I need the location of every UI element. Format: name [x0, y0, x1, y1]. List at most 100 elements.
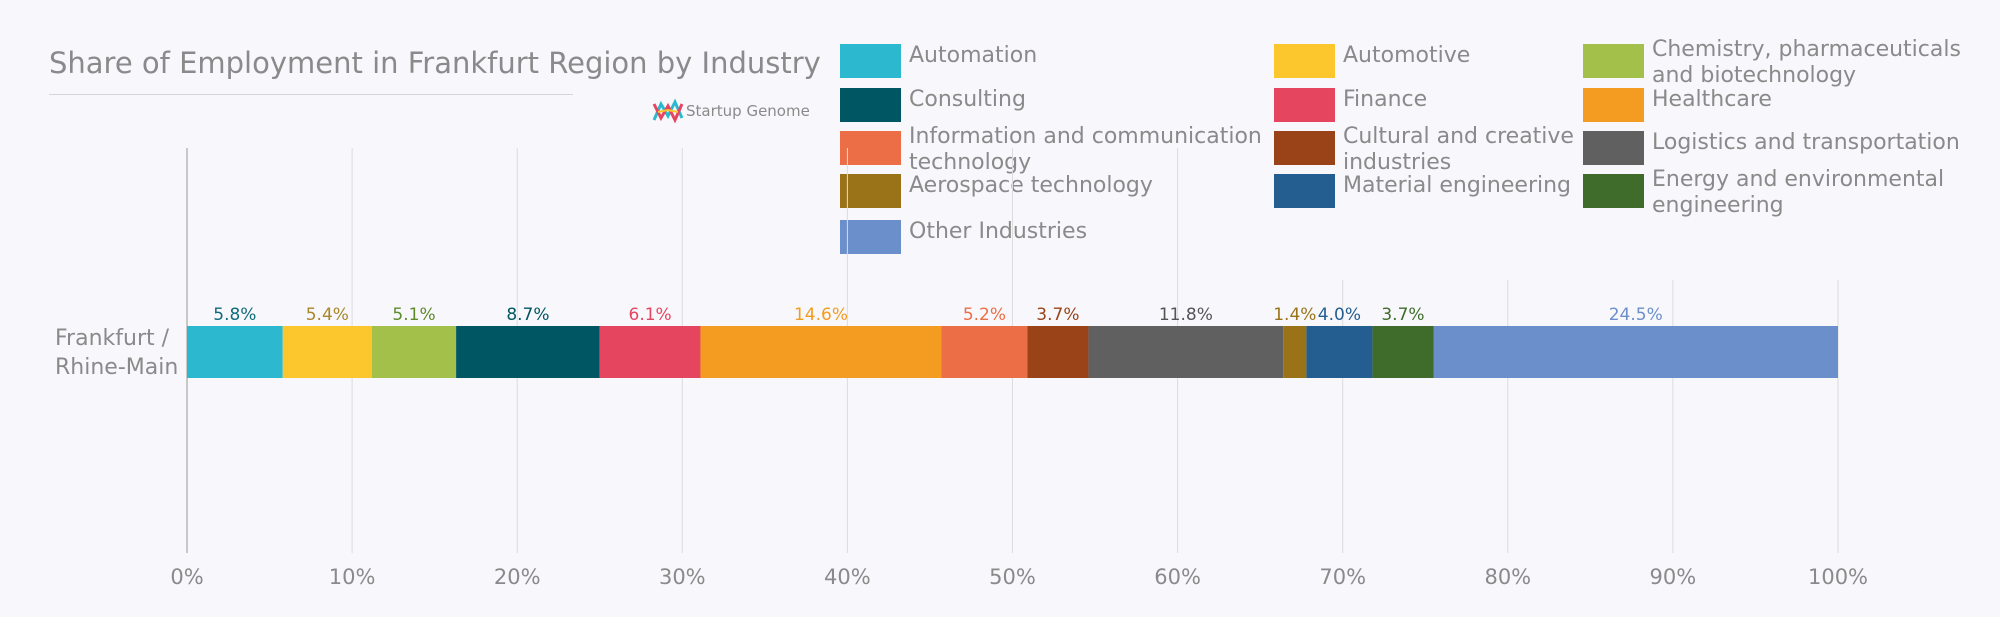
legend-item: Finance — [1274, 87, 1427, 122]
data-label: 5.8% — [213, 305, 256, 325]
bar-segment — [599, 326, 701, 378]
title-divider — [49, 94, 573, 95]
legend-label-line: Finance — [1343, 87, 1428, 112]
startup-genome-logo-icon — [652, 98, 684, 124]
legend-label-line: Healthcare — [1652, 87, 1772, 112]
legend-swatch — [840, 88, 901, 122]
legend-label: Consulting — [909, 87, 1026, 113]
legend-label-line: Other Industries — [909, 219, 1088, 244]
x-tick-label: 100% — [1808, 565, 1868, 589]
legend-label-line: Aerospace technology — [909, 173, 1153, 198]
legend-swatch — [1274, 131, 1335, 165]
legend-item: Logistics and transportation — [1583, 130, 1960, 165]
legend-item: Automotive — [1274, 43, 1470, 78]
legend-item: Chemistry, pharmaceuticals and biotechnol… — [1583, 37, 1961, 89]
data-label: 11.8% — [1159, 305, 1213, 325]
legend-item: Material engineering — [1274, 173, 1571, 208]
legend-swatch — [1583, 88, 1644, 122]
data-label: 3.7% — [1381, 305, 1424, 325]
legend-item: Automation — [840, 43, 1037, 78]
bar-segment — [456, 326, 600, 378]
legend-label: Aerospace technology — [909, 173, 1153, 199]
legend-label-line: industries — [1343, 150, 1452, 175]
x-tick-label: 0% — [170, 565, 203, 589]
bar-segment — [700, 326, 942, 378]
x-tick-label: 40% — [824, 565, 871, 589]
data-label: 5.2% — [963, 305, 1006, 325]
legend-label-line: Cultural and creative — [1343, 124, 1574, 149]
brand-logo: Startup Genome — [652, 98, 810, 124]
legend-item: Consulting — [840, 87, 1026, 122]
legend-label: Automotive — [1343, 43, 1470, 69]
x-tick-label: 70% — [1319, 565, 1366, 589]
chart-title: Share of Employment in Frankfurt Region … — [49, 46, 821, 80]
legend-swatch — [1583, 44, 1644, 78]
legend-swatch — [840, 44, 901, 78]
bar-segment — [1283, 326, 1307, 378]
bar-segment — [1372, 326, 1434, 378]
x-tick-label: 80% — [1484, 565, 1531, 589]
x-tick-label: 30% — [659, 565, 706, 589]
legend-item: Aerospace technology — [840, 173, 1153, 208]
category-label: Rhine-Main — [55, 355, 178, 380]
legend-item: Information and communication technology — [840, 124, 1262, 176]
legend-swatch — [1583, 174, 1644, 208]
legend-label-line: Material engineering — [1343, 173, 1572, 198]
legend-label-line: Chemistry, pharmaceuticals — [1652, 37, 1961, 62]
legend-label-line: technology — [909, 150, 1032, 175]
bar-segment — [371, 326, 457, 378]
legend-label: Information and communication technology — [909, 124, 1262, 176]
legend-label: Cultural and creative industries — [1343, 124, 1574, 176]
brand-name: Startup Genome — [686, 102, 810, 120]
category-label: Frankfurt / — [55, 326, 170, 351]
bar-segment — [1088, 326, 1284, 378]
data-label: 4.0% — [1318, 305, 1361, 325]
x-tick-label: 50% — [989, 565, 1036, 589]
data-label: 14.6% — [794, 305, 848, 325]
legend-label: Healthcare — [1652, 87, 1772, 113]
legend-label-line: Automotive — [1343, 43, 1471, 68]
legend-label: Other Industries — [909, 219, 1087, 245]
x-tick-label: 60% — [1154, 565, 1201, 589]
legend-label-line: Consulting — [909, 87, 1026, 112]
data-label: 6.1% — [629, 305, 672, 325]
legend-item: Energy and environmental engineering — [1583, 167, 1944, 219]
legend-label-line: engineering — [1652, 193, 1784, 218]
data-label: 5.1% — [392, 305, 435, 325]
data-label: 1.4% — [1273, 305, 1316, 325]
legend-swatch — [1274, 88, 1335, 122]
legend-label-line: Logistics and transportation — [1652, 130, 1960, 155]
x-tick-label: 10% — [329, 565, 376, 589]
bar-segment — [1433, 326, 1838, 378]
legend-label-line: and biotechnology — [1652, 63, 1857, 88]
bar-segment — [1306, 326, 1373, 378]
legend-label: Finance — [1343, 87, 1427, 113]
bar-segment — [187, 326, 283, 378]
legend-item: Other Industries — [840, 219, 1087, 254]
x-tick-label: 20% — [494, 565, 541, 589]
legend-label: Material engineering — [1343, 173, 1571, 199]
legend-label: Chemistry, pharmaceuticals and biotechnol… — [1652, 37, 1961, 89]
x-tick-label: 90% — [1650, 565, 1697, 589]
bar-segment — [1027, 326, 1089, 378]
legend-swatch — [1274, 174, 1335, 208]
data-label: 8.7% — [506, 305, 549, 325]
legend-label: Automation — [909, 43, 1037, 69]
data-label: 5.4% — [306, 305, 349, 325]
legend-swatch — [840, 220, 901, 254]
legend-label-line: Automation — [909, 43, 1038, 68]
legend-label-line: Energy and environmental — [1652, 167, 1945, 192]
data-label: 24.5% — [1609, 305, 1663, 325]
legend-item: Healthcare — [1583, 87, 1772, 122]
legend-item: Cultural and creative industries — [1274, 124, 1574, 176]
legend-swatch — [840, 131, 901, 165]
legend-swatch — [840, 174, 901, 208]
legend-label-line: Information and communication — [909, 124, 1262, 149]
legend-swatch — [1274, 44, 1335, 78]
legend-label: Logistics and transportation — [1652, 130, 1960, 156]
legend-label: Energy and environmental engineering — [1652, 167, 1944, 219]
legend-swatch — [1583, 131, 1644, 165]
bar-segment — [941, 326, 1028, 378]
bar-segment — [282, 326, 372, 378]
